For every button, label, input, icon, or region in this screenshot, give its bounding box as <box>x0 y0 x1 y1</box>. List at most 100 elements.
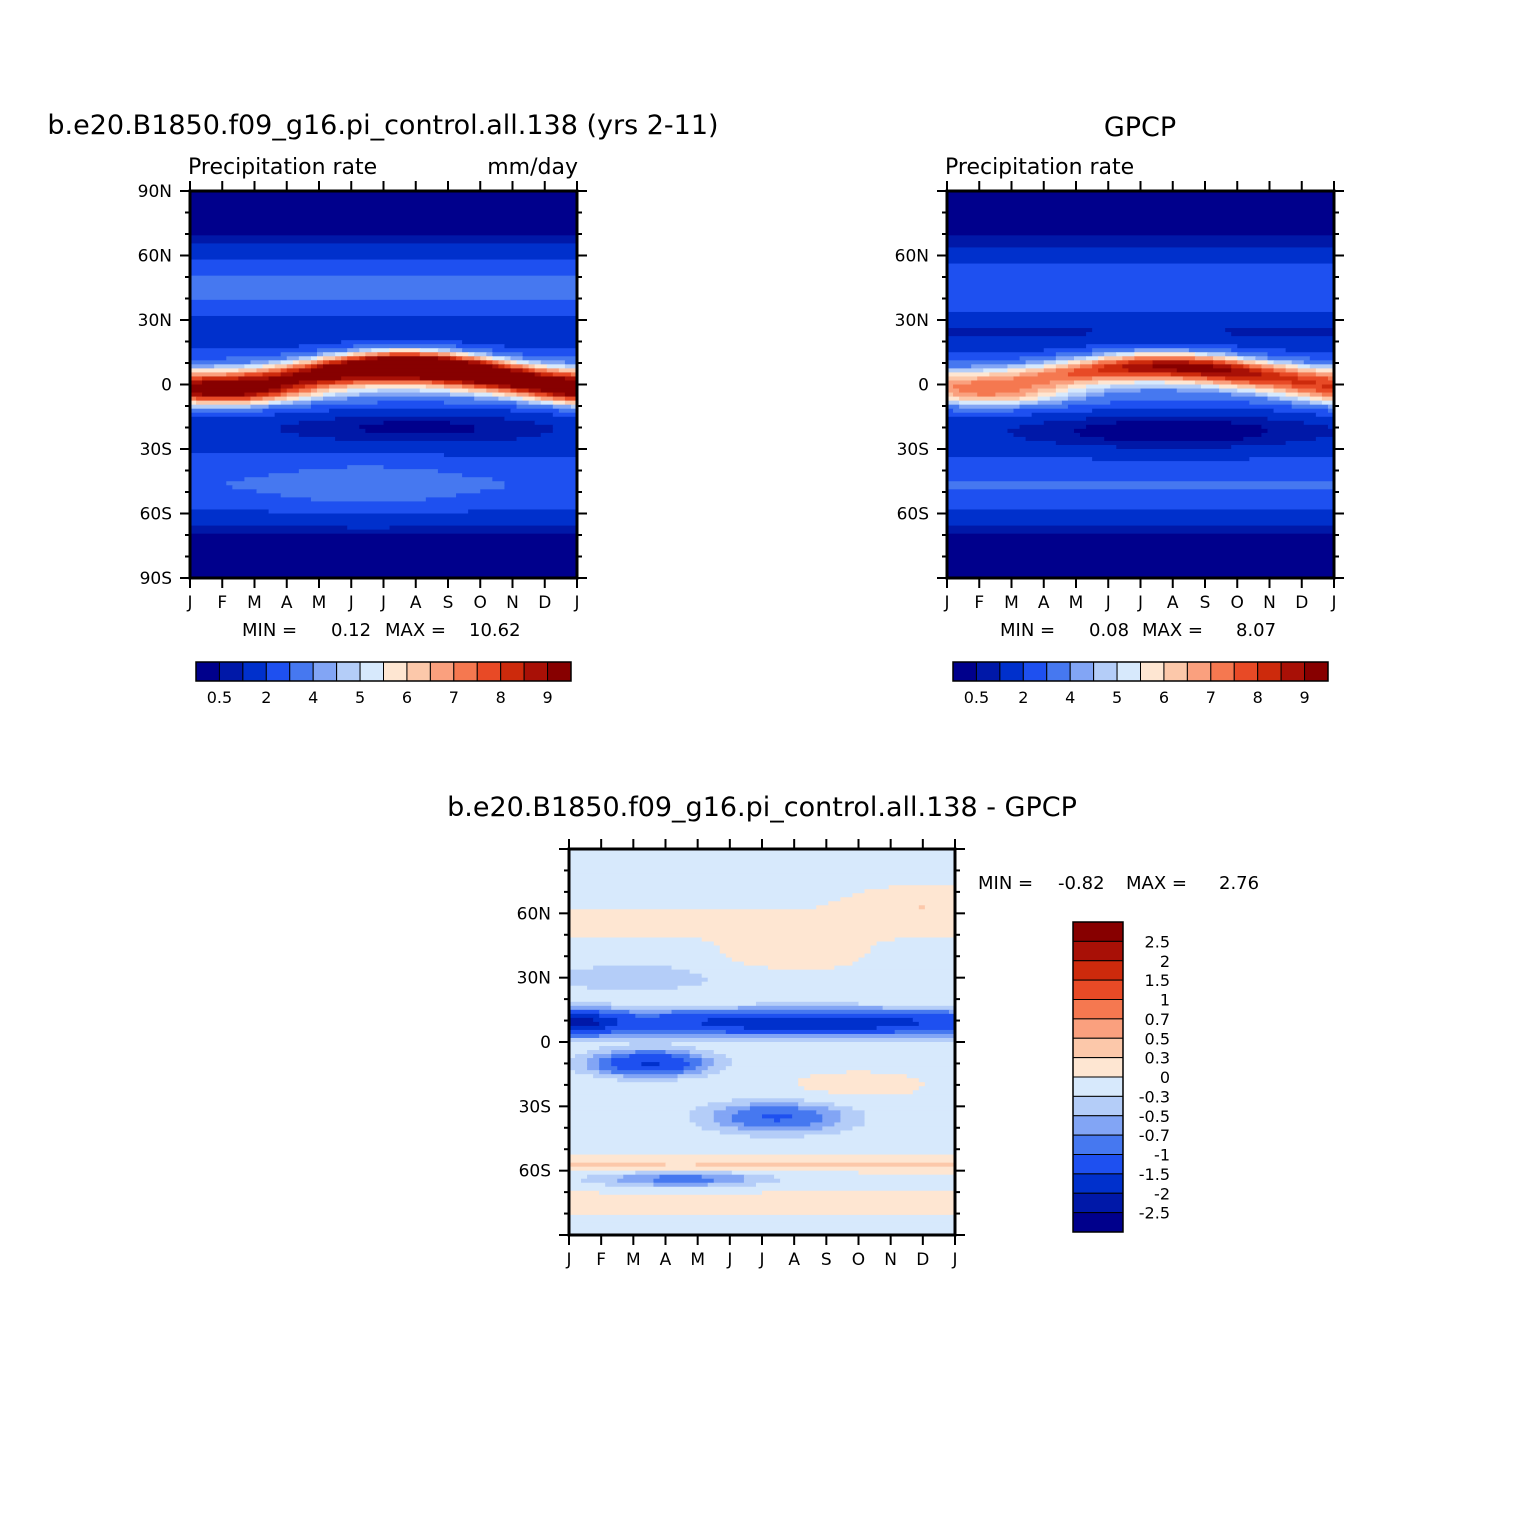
field-cell <box>1073 428 1269 434</box>
field-cell <box>701 1070 721 1075</box>
field-cell <box>623 1174 661 1180</box>
field-cell <box>1231 420 1305 426</box>
field-cell <box>947 412 1033 418</box>
field-cell <box>689 1118 715 1124</box>
x-tick-label: J <box>726 1250 732 1270</box>
field-cell <box>1194 352 1208 357</box>
field-cell <box>762 1114 793 1119</box>
field-cell <box>323 360 330 365</box>
field-cell <box>190 493 282 498</box>
y-tick-label: 0 <box>540 1033 551 1053</box>
panel-diff: b.e20.B1850.f09_g16.pi_control.all.138 -… <box>447 792 1259 1270</box>
field-cell <box>569 1134 751 1140</box>
field-cell <box>1110 400 1250 406</box>
field-cell <box>947 485 1335 490</box>
field-cell <box>569 1033 600 1039</box>
field-cell <box>1261 364 1275 369</box>
field-cell <box>1134 352 1196 357</box>
x-tick-label: O <box>474 593 487 613</box>
colorbar-swatch <box>406 661 431 682</box>
colorbar-label: 2 <box>1018 688 1028 707</box>
field-cell <box>534 392 548 398</box>
field-cell <box>268 473 463 478</box>
field-cell <box>947 344 1087 349</box>
field-cell <box>1092 364 1105 369</box>
field-cell <box>510 368 524 374</box>
field-cell <box>569 1146 956 1152</box>
field-cell <box>569 1102 709 1107</box>
field-cell <box>876 941 956 947</box>
field-cell <box>575 1070 600 1075</box>
field-cell <box>190 453 445 458</box>
colorbar-swatch <box>1072 1037 1124 1059</box>
field-cell <box>569 849 956 854</box>
field-cell <box>731 1118 775 1124</box>
field-cell <box>953 392 978 398</box>
field-cell <box>947 372 990 378</box>
x-tick-label: F <box>217 593 227 613</box>
field-cell <box>450 348 463 353</box>
field-cell <box>947 340 1335 345</box>
field-cell <box>918 1086 956 1091</box>
field-cell <box>834 965 956 971</box>
field-cell <box>1219 384 1238 390</box>
field-cell <box>617 1017 709 1023</box>
field-cell <box>190 428 282 434</box>
colorbar-label: -2.5 <box>1139 1204 1170 1223</box>
field-cell <box>190 420 300 426</box>
field-cell <box>947 191 1335 196</box>
field-cell <box>1291 380 1317 386</box>
field-cell <box>701 981 956 987</box>
field-cell <box>947 529 1335 535</box>
field-cell <box>564 400 578 406</box>
panel-model-max-label: MAX = <box>385 620 446 641</box>
field-cell <box>569 933 956 939</box>
field-cell <box>540 396 554 402</box>
colorbar-swatch <box>1233 661 1259 682</box>
field-cell <box>852 1106 956 1111</box>
field-cell <box>731 1098 805 1103</box>
field-cell <box>623 1074 679 1079</box>
field-cell <box>569 1110 691 1115</box>
x-tick-label: M <box>312 593 327 613</box>
field-cell <box>190 404 252 410</box>
field-cell <box>774 1174 956 1180</box>
field-cell <box>713 1110 739 1115</box>
field-cell <box>510 388 518 394</box>
field-cell <box>743 961 854 967</box>
field-cell <box>864 1118 956 1124</box>
field-cell <box>196 396 252 402</box>
field-cell <box>953 408 1015 414</box>
field-cell <box>190 227 578 232</box>
colorbar-label: 0.5 <box>1145 1029 1170 1048</box>
field-cell <box>1073 356 1087 361</box>
field-cell <box>983 368 1009 374</box>
field-cell <box>780 1118 823 1124</box>
field-cell <box>1237 356 1244 361</box>
field-cell <box>1315 380 1335 386</box>
field-cell <box>977 376 1015 382</box>
field-cell <box>190 549 578 555</box>
field-cell <box>1273 364 1287 369</box>
field-cell <box>569 1178 582 1184</box>
field-cell <box>864 953 956 959</box>
field-cell <box>743 1122 811 1128</box>
field-cell <box>1116 444 1232 450</box>
panel-model-min-label: MIN = <box>242 620 297 641</box>
field-cell <box>587 985 679 991</box>
field-cell <box>947 444 1117 450</box>
field-cell <box>341 376 421 382</box>
field-cell <box>232 485 506 490</box>
field-cell <box>528 368 536 374</box>
field-cell <box>569 905 817 910</box>
field-cell <box>1049 380 1075 386</box>
x-tick-label: J <box>1330 593 1336 613</box>
field-cell <box>1067 396 1087 402</box>
field-cell <box>262 396 276 402</box>
colorbar-swatch <box>1116 661 1141 682</box>
field-cell <box>1261 372 1281 378</box>
field-cell <box>1243 364 1250 369</box>
field-cell <box>947 376 978 382</box>
field-cell <box>1267 396 1281 402</box>
field-cell <box>1273 368 1287 374</box>
